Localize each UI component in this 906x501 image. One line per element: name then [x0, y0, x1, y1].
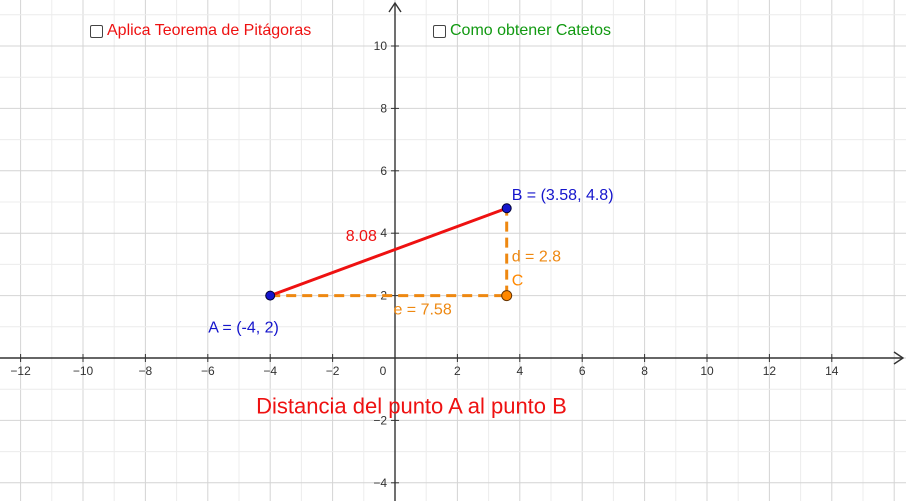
x-tick-label: 2	[454, 364, 461, 378]
x-tick-label: 10	[700, 364, 714, 378]
point-a-label: A = (-4, 2)	[208, 320, 279, 337]
y-tick-label: −4	[373, 476, 387, 490]
point-b[interactable]	[501, 203, 512, 214]
x-tick-label: 4	[516, 364, 523, 378]
x-tick-label: 8	[641, 364, 648, 378]
x-axis-arrow	[893, 351, 905, 365]
x-tick-label: −12	[10, 364, 31, 378]
point-b-label: B = (3.58, 4.8)	[512, 187, 614, 204]
y-tick-label: 10	[374, 39, 388, 53]
point-a[interactable]	[265, 290, 276, 301]
y-tick-label: 4	[380, 226, 387, 240]
checkbox-catetos-box[interactable]	[433, 24, 446, 38]
y-tick-label: 8	[380, 101, 387, 115]
segment-d-label: d = 2.8	[512, 248, 561, 265]
y-axis-arrow	[388, 1, 402, 13]
x-tick-label: 12	[763, 364, 777, 378]
segment-hypotenuse[interactable]	[269, 206, 508, 298]
x-tick-label: 14	[825, 364, 839, 378]
point-c[interactable]	[501, 290, 513, 302]
x-tick-label: −2	[326, 364, 340, 378]
checkbox-catetos[interactable]: Como obtener Catetos	[433, 22, 611, 40]
checkbox-pitagoras-box[interactable]	[90, 24, 103, 38]
checkbox-catetos-label: Como obtener Catetos	[450, 22, 611, 39]
x-tick-label: −4	[263, 364, 277, 378]
distance-caption: Distancia del punto A al punto B	[256, 394, 567, 419]
checkbox-pitagoras-label: Aplica Teorema de Pitágoras	[107, 22, 312, 39]
y-tick-label: 6	[380, 164, 387, 178]
x-tick-label: 6	[579, 364, 586, 378]
point-c-label: C	[512, 273, 524, 290]
y-tick-label: −2	[373, 413, 387, 427]
x-tick-label: 0	[380, 364, 387, 378]
hypotenuse-length-label: 8.08	[346, 228, 377, 245]
x-tick-label: −10	[73, 364, 94, 378]
segment-e-label: e = 7.58	[393, 301, 451, 318]
x-tick-label: −6	[201, 364, 215, 378]
x-tick-label: −8	[139, 364, 153, 378]
checkbox-pitagoras[interactable]: Aplica Teorema de Pitágoras	[90, 22, 311, 40]
